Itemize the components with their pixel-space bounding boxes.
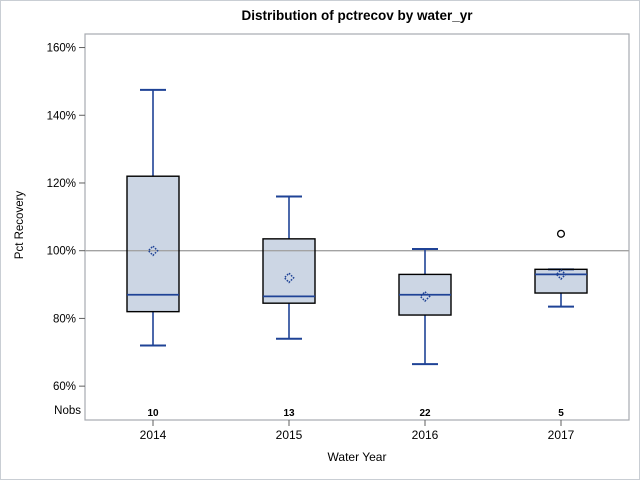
mean-marker-2017	[555, 268, 567, 281]
nobs-value-2014: 10	[147, 408, 159, 419]
x-axis-title: Water Year	[327, 450, 387, 464]
x-tick-label-2016: 2016	[412, 428, 439, 442]
y-tick-label-140: 140%	[47, 110, 76, 122]
box-2017	[534, 268, 588, 294]
x-tick-label-2014: 2014	[140, 428, 167, 442]
box-fill-2014	[127, 176, 179, 312]
box-2015	[262, 238, 316, 304]
nobs-row-label: Nobs	[54, 405, 81, 417]
chart-title: Distribution of pctrecov by water_yr	[241, 8, 473, 23]
nobs-value-2016: 22	[419, 408, 431, 419]
mean-marker-2014	[147, 245, 159, 257]
plot-border	[84, 33, 630, 421]
x-tick-label-2015: 2015	[276, 428, 303, 442]
box-fill-2015	[263, 238, 315, 304]
y-tick-label-160: 160%	[47, 43, 76, 55]
y-tick-label-80: 80%	[53, 313, 76, 325]
mean-marker-2016	[419, 290, 431, 303]
outlier-2017-0	[556, 229, 566, 238]
x-tick-label-2017: 2017	[548, 428, 575, 442]
y-tick-label-120: 120%	[47, 178, 76, 190]
box-fill-2017	[535, 269, 587, 294]
mean-marker-2015	[283, 272, 295, 284]
y-tick-label-60: 60%	[53, 381, 76, 393]
nobs-value-2015: 13	[283, 408, 295, 419]
nobs-value-2017: 5	[558, 408, 564, 419]
box-2014	[126, 175, 180, 313]
y-tick-label-100: 100%	[47, 246, 76, 258]
